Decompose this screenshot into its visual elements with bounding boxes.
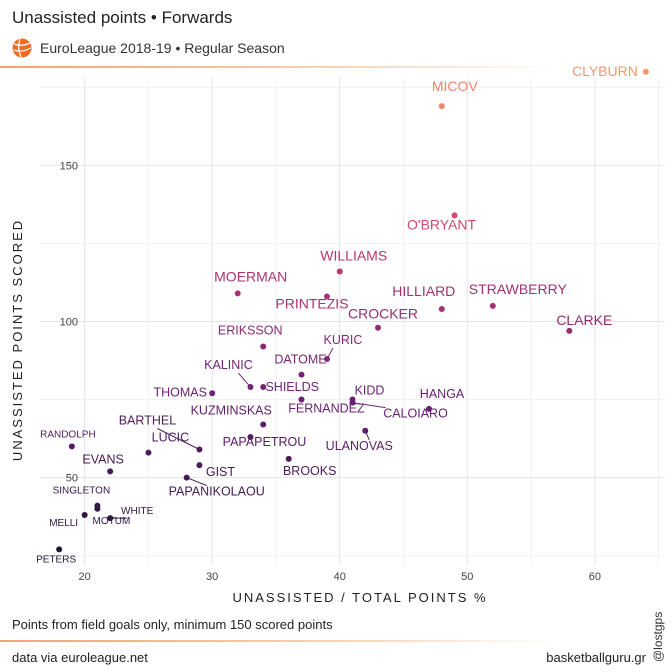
point-kalinic (247, 384, 254, 391)
point-thomas (209, 390, 216, 397)
point-lucic (145, 449, 152, 456)
point-datome (298, 371, 305, 378)
data-points (56, 68, 649, 553)
label-connector (352, 402, 386, 409)
x-tick-label: 20 (79, 571, 91, 583)
point-label: PAPAPETROU (223, 435, 307, 449)
point-fernandez (298, 396, 305, 403)
point-crocker (375, 324, 382, 331)
author-handle: @lostgps (651, 611, 665, 662)
point-label: KALINIC (204, 358, 253, 372)
site-credit: basketballguru.gr (546, 650, 646, 665)
label-connectors (110, 347, 386, 519)
point-williams (336, 268, 343, 275)
label-connector (186, 477, 207, 487)
point-gist (196, 462, 203, 469)
point-label: FERNANDEZ (288, 402, 365, 416)
point-label: DATOME (274, 353, 326, 367)
point-label: MELLI (49, 518, 78, 529)
point-label: SHIELDS (265, 380, 319, 394)
footer-divider (0, 640, 560, 642)
y-tick-label: 100 (60, 317, 78, 329)
point-hilliard (438, 306, 445, 313)
data-source: data via euroleague.net (12, 650, 148, 665)
point-eriksson (260, 343, 267, 350)
subtitle-row: EuroLeague 2018-19 • Regular Season (12, 38, 285, 58)
point-printezis (323, 293, 330, 300)
point-label: MICOV (432, 78, 479, 94)
point-evans (107, 468, 114, 475)
point-kuzminskas (260, 421, 267, 428)
point-clarke (566, 327, 573, 334)
label-connector (238, 372, 251, 388)
axis-ticks: 20 30 40 50 60 50 100 150 (60, 160, 601, 583)
x-tick-label: 50 (461, 571, 473, 583)
y-tick-label: 50 (66, 473, 78, 485)
point-label: WHITE (121, 506, 154, 517)
point-hanga (426, 405, 433, 412)
point-moerman (234, 290, 241, 297)
point-motum (94, 505, 101, 512)
point-label: EVANS (82, 452, 123, 466)
point-randolph (68, 443, 75, 450)
chart-subtitle: EuroLeague 2018-19 • Regular Season (40, 40, 285, 56)
point-melli (81, 512, 88, 519)
point-peters (56, 546, 63, 553)
point-label: SINGLETON (53, 486, 111, 497)
point-barthel (196, 446, 203, 453)
header-divider (0, 66, 560, 68)
label-connector (157, 428, 200, 450)
x-tick-label: 40 (334, 571, 346, 583)
point-label: KURIC (324, 333, 363, 347)
point-label: ULANOVAS (326, 439, 393, 453)
point-label: PETERS (36, 554, 76, 565)
point-caloiaro (349, 399, 356, 406)
point-shields (260, 384, 267, 391)
point-ulanovas (362, 427, 369, 434)
point-label: ERIKSSON (218, 323, 283, 337)
point-label: KIDD (355, 384, 385, 398)
grid (40, 78, 665, 565)
point-label: BARTHEL (119, 413, 176, 427)
point-label: MOTUM (93, 516, 131, 527)
point-label: THOMAS (153, 385, 206, 399)
point-white (107, 515, 114, 522)
x-tick-label: 30 (206, 571, 218, 583)
point-label: PAPANIKOLAOU (169, 485, 265, 499)
point-label: HANGA (420, 387, 465, 401)
point-label: CLARKE (556, 312, 612, 328)
point-obryant (451, 212, 458, 219)
point-label: RANDOLPH (40, 429, 96, 440)
y-tick-label: 150 (60, 160, 78, 172)
point-label: CALOIARO (383, 407, 448, 421)
point-label: HILLIARD (392, 283, 455, 299)
point-clyburn (642, 68, 649, 75)
point-label: BROOKS (283, 464, 337, 478)
point-kuric (323, 355, 330, 362)
chart-title: Unassisted points • Forwards (12, 8, 233, 27)
point-label: MOERMAN (214, 268, 287, 284)
point-labels: CLYBURN MICOV O'BRYANT WILLIAMS MOERMAN PRINT… (36, 63, 638, 566)
x-tick-label: 60 (589, 571, 601, 583)
point-label: KUZMINSKAS (191, 404, 272, 418)
euroleague-ball-icon (12, 38, 32, 58)
point-label: CROCKER (348, 306, 418, 322)
point-papanikolaou (183, 474, 190, 481)
point-papapetrou (247, 434, 254, 441)
point-label: PRINTEZIS (275, 296, 348, 312)
point-label: O'BRYANT (407, 216, 477, 232)
point-label: GIST (206, 465, 236, 479)
point-brooks (285, 455, 292, 462)
point-label: STRAWBERRY (469, 281, 568, 297)
point-label: WILLIAMS (320, 248, 387, 264)
x-axis-title: UNASSISTED / TOTAL POINTS % (232, 590, 487, 605)
chart-caption: Points from field goals only, minimum 15… (12, 617, 333, 632)
point-label: LUCIC (152, 431, 190, 445)
point-micov (438, 103, 445, 110)
y-axis-title: UNASSISTED POINTS SCORED (10, 219, 25, 461)
point-strawberry (489, 302, 496, 309)
point-label: CLYBURN (572, 63, 638, 79)
